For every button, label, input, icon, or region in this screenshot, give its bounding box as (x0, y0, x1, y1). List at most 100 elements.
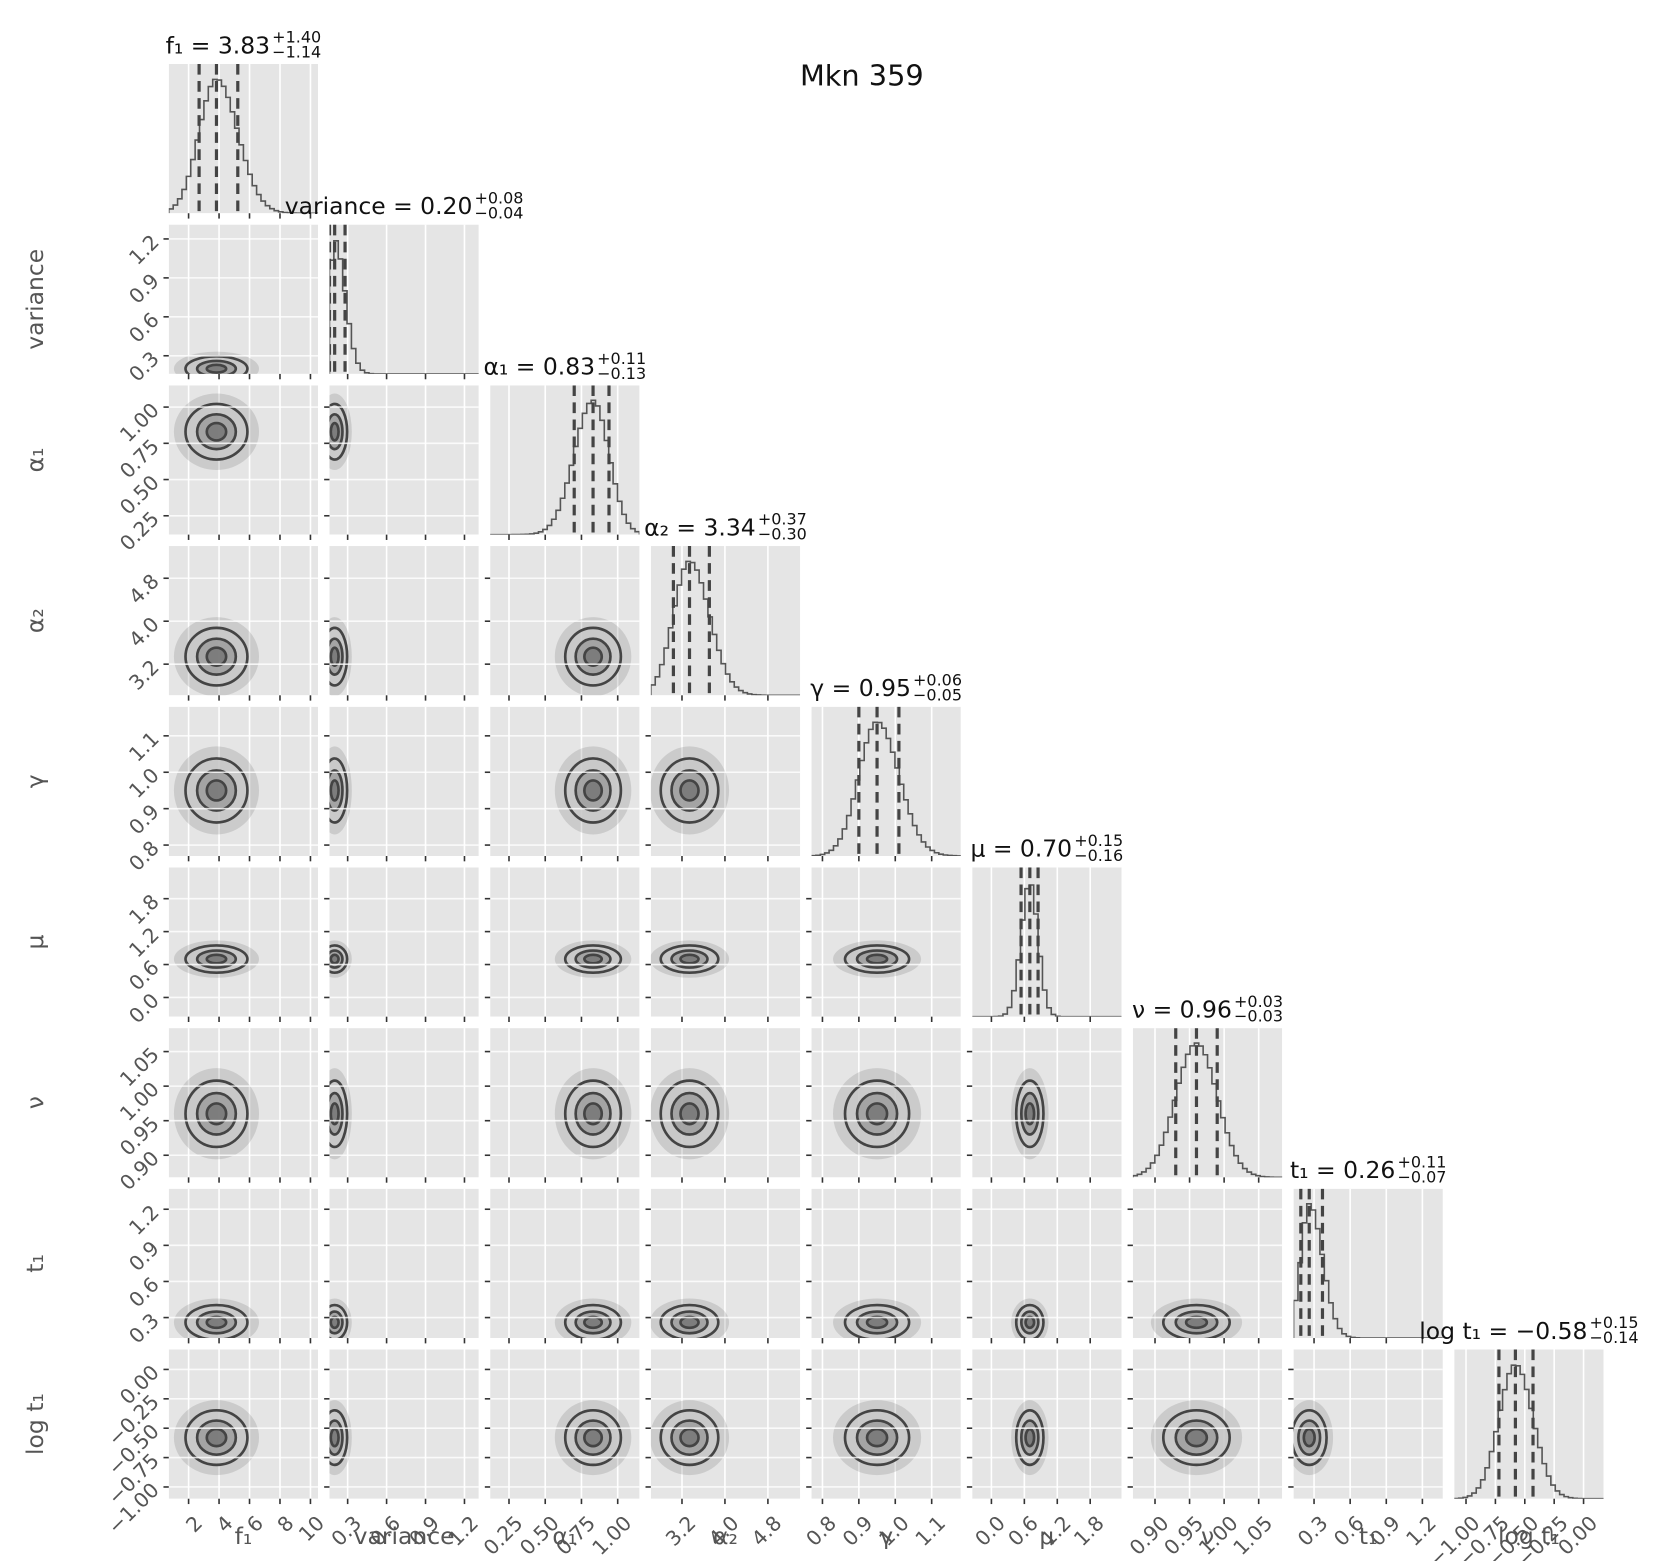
panel (1132, 1188, 1283, 1339)
panel (811, 706, 961, 856)
panel-background (168, 224, 319, 374)
x-tick-label: 3.2 (661, 1511, 701, 1551)
x-axis-label: variance (354, 1522, 455, 1550)
panel-background (972, 1188, 1122, 1339)
panel (329, 224, 479, 374)
histogram (811, 721, 961, 856)
panel (329, 1349, 479, 1499)
panel (1132, 1028, 1283, 1178)
panel (650, 1349, 801, 1499)
density-contour (1024, 1315, 1036, 1330)
y-tick-label: 1.00 (115, 398, 164, 447)
panel-background (329, 1028, 479, 1178)
panel (490, 1188, 640, 1339)
panel (811, 1188, 961, 1339)
panel-background (168, 63, 319, 214)
panel (811, 867, 961, 1017)
panel (329, 1028, 479, 1178)
y-tick-label: 0.9 (124, 799, 164, 839)
x-tick-label: 1.1 (910, 1511, 950, 1551)
panel (329, 385, 479, 535)
x-axis-label: α₂ (713, 1522, 738, 1550)
density-contour (679, 953, 700, 965)
y-tick-label: 0.75 (115, 434, 164, 483)
x-axis-label: t₁ (1359, 1522, 1378, 1550)
panel-background (490, 385, 640, 535)
panel (168, 1028, 319, 1178)
panel (650, 706, 801, 856)
density-contour (679, 1102, 700, 1126)
density-contour (205, 363, 228, 374)
x-tick-label: 1.00 (587, 1511, 636, 1560)
panel (650, 1188, 801, 1339)
density-contour (679, 1315, 700, 1330)
x-tick-label: 1.05 (1228, 1511, 1277, 1560)
upper-error: +0.08 (475, 188, 524, 207)
density-contour (329, 1102, 340, 1126)
x-tick-label: 0.0 (970, 1511, 1010, 1551)
y-tick-label: 0.3 (124, 1308, 164, 1348)
panel (972, 1188, 1122, 1339)
panel-background (329, 1349, 479, 1499)
x-tick-label: 0.25 (479, 1511, 528, 1560)
density-contour (205, 1102, 228, 1126)
lower-error: −0.14 (1590, 1328, 1639, 1347)
y-tick-label: 1.8 (124, 890, 164, 930)
panel-background (972, 1349, 1122, 1499)
y-tick-label: 1.2 (124, 922, 164, 962)
panel (329, 867, 479, 1017)
panel (168, 385, 319, 535)
density-contour (329, 646, 340, 667)
density-contour (1184, 1427, 1209, 1448)
density-contour (1302, 1427, 1316, 1448)
panel (972, 1028, 1122, 1178)
panel-background (811, 867, 961, 1017)
y-tick-label: 0.0 (124, 988, 164, 1028)
panel (329, 706, 479, 856)
density-contour (329, 1427, 340, 1448)
y-tick-label: 0.50 (115, 470, 164, 519)
x-tick-label: 4.8 (747, 1511, 787, 1551)
upper-error: +0.37 (758, 510, 807, 529)
panel (1293, 1349, 1443, 1499)
y-tick-label: 0.3 (124, 347, 164, 387)
density-contour (205, 953, 228, 965)
upper-error: +0.03 (1234, 992, 1283, 1011)
histogram (1454, 1364, 1604, 1499)
density-contour (583, 646, 604, 667)
panel-title: variance = 0.20 (285, 192, 473, 220)
lower-error: −0.04 (475, 203, 524, 222)
panel (490, 1349, 640, 1499)
density-contour (1184, 1315, 1209, 1330)
y-tick-label: 0.6 (124, 1272, 164, 1312)
histogram (972, 884, 1122, 1017)
density-contour (329, 779, 340, 802)
lower-error: −0.07 (1397, 1167, 1446, 1186)
density-contour (1024, 1102, 1036, 1126)
y-tick-label: 1.2 (124, 1200, 164, 1240)
density-contour (679, 1427, 700, 1448)
density-contour (1024, 1427, 1036, 1448)
x-tick-label: 10 (294, 1511, 329, 1546)
panel-background (329, 1188, 479, 1339)
y-axis-label: α₁ (21, 448, 49, 473)
density-contour (329, 421, 340, 442)
x-axis-label: γ (879, 1522, 893, 1550)
x-tick-label: 0.9 (838, 1511, 878, 1551)
density-contour (865, 1102, 889, 1126)
panel (650, 546, 801, 696)
panel-title: α₂ = 3.34 (644, 513, 756, 541)
y-axis-label: ν (21, 1096, 49, 1109)
y-axis-label: μ (21, 934, 49, 949)
y-axis-label: t₁ (21, 1254, 49, 1273)
panel (1293, 1188, 1443, 1339)
histogram (329, 239, 479, 374)
lower-error: −1.14 (272, 43, 321, 62)
histogram (1293, 1202, 1443, 1339)
panel (1132, 1349, 1283, 1499)
x-axis-label: f₁ (235, 1522, 253, 1550)
panel (168, 1188, 319, 1339)
panel (329, 546, 479, 696)
panel-background (329, 385, 479, 535)
